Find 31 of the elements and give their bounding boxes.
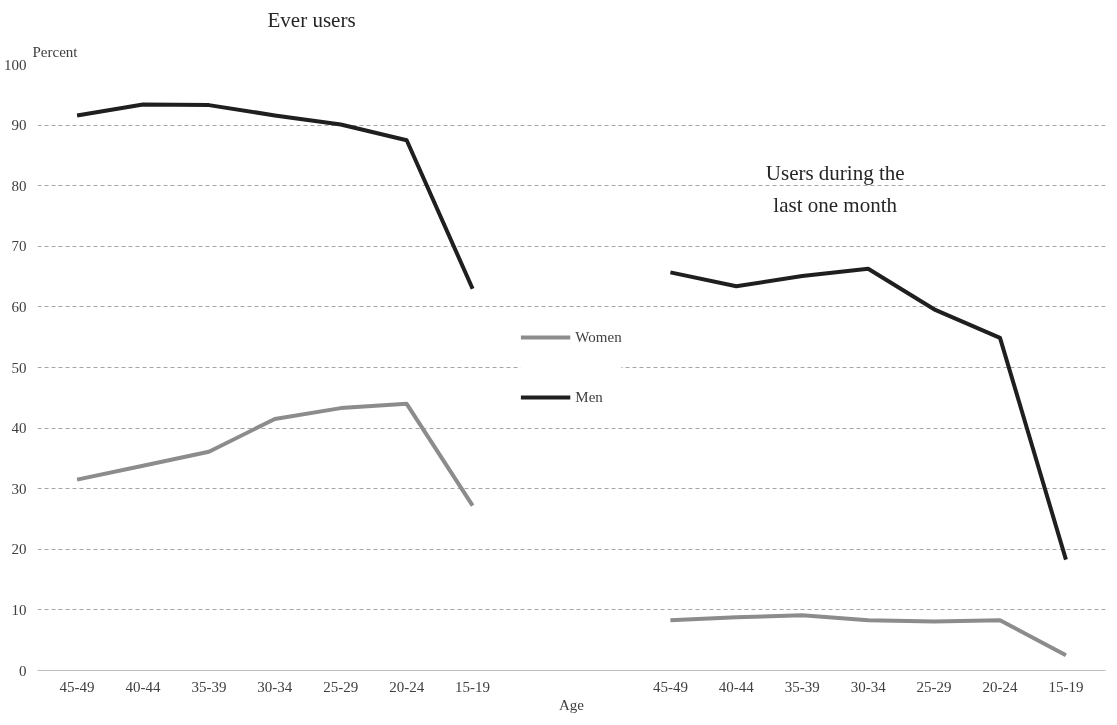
y-tick-label: 10 — [11, 601, 27, 618]
x-tick-label: 30-34 — [850, 678, 887, 695]
x-tick-label: 15-19 — [1048, 678, 1084, 695]
legend-label: Men — [575, 388, 603, 406]
y-tick-label: 100 — [4, 56, 27, 73]
x-tick-label: 45-49 — [652, 678, 688, 695]
legend-label: Women — [575, 328, 622, 346]
text: Ever users — [267, 7, 356, 32]
x-tick-label: 35-39 — [784, 678, 820, 695]
x-tick-label: 35-39 — [191, 678, 227, 695]
y-tick-label: 80 — [11, 177, 27, 194]
y-tick-label: 40 — [11, 420, 27, 437]
x-tick-label: 20-24 — [982, 678, 1019, 695]
y-axis-title: Percent — [32, 43, 79, 60]
annotation: Users during the last one month — [765, 161, 905, 217]
x-axis-title: Age — [559, 696, 585, 713]
y-tick-label: 0 — [19, 662, 27, 679]
y-tick-label: 60 — [11, 298, 27, 315]
y-tick-label: 90 — [11, 117, 27, 134]
x-tick-label: 40-44 — [125, 678, 161, 695]
y-tick-label: 20 — [11, 541, 27, 558]
x-tick-label: 25-29 — [323, 678, 359, 695]
y-tick-label: 50 — [11, 359, 27, 376]
x-tick-label: 15-19 — [455, 678, 491, 695]
x-tick-label: 25-29 — [916, 678, 952, 695]
x-tick-label: 45-49 — [59, 678, 95, 695]
y-tick-label: 30 — [11, 480, 27, 497]
x-tick-label: 40-44 — [718, 678, 755, 695]
y-tick-label: 70 — [11, 238, 27, 255]
x-tick-label: 30-34 — [257, 678, 293, 695]
x-tick-label: 20-24 — [389, 678, 425, 695]
